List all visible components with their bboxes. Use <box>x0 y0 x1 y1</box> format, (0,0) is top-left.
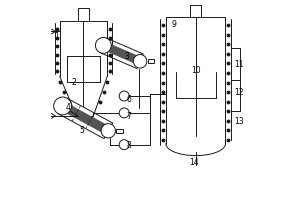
Text: 14: 14 <box>189 158 199 167</box>
Text: 13: 13 <box>235 117 244 126</box>
Circle shape <box>133 55 147 68</box>
Circle shape <box>119 108 129 118</box>
Text: 4: 4 <box>65 103 70 112</box>
Text: 6: 6 <box>127 95 132 104</box>
Text: 2: 2 <box>71 78 76 87</box>
Text: 3: 3 <box>125 52 130 61</box>
Text: 9: 9 <box>171 20 176 29</box>
Text: 10: 10 <box>191 66 200 75</box>
Circle shape <box>119 140 129 150</box>
Text: 11: 11 <box>235 60 244 69</box>
Polygon shape <box>102 42 142 65</box>
Text: 1: 1 <box>54 32 59 41</box>
Polygon shape <box>61 102 110 134</box>
Bar <box>116 129 123 133</box>
Circle shape <box>54 97 71 115</box>
Text: 7: 7 <box>127 112 132 121</box>
Text: 8: 8 <box>127 141 131 150</box>
Bar <box>148 59 154 63</box>
Circle shape <box>119 91 129 101</box>
Circle shape <box>95 37 111 53</box>
Bar <box>190 5 201 17</box>
Bar <box>78 8 89 21</box>
Text: 12: 12 <box>235 88 244 97</box>
Circle shape <box>101 124 116 138</box>
Text: 5: 5 <box>79 126 84 135</box>
